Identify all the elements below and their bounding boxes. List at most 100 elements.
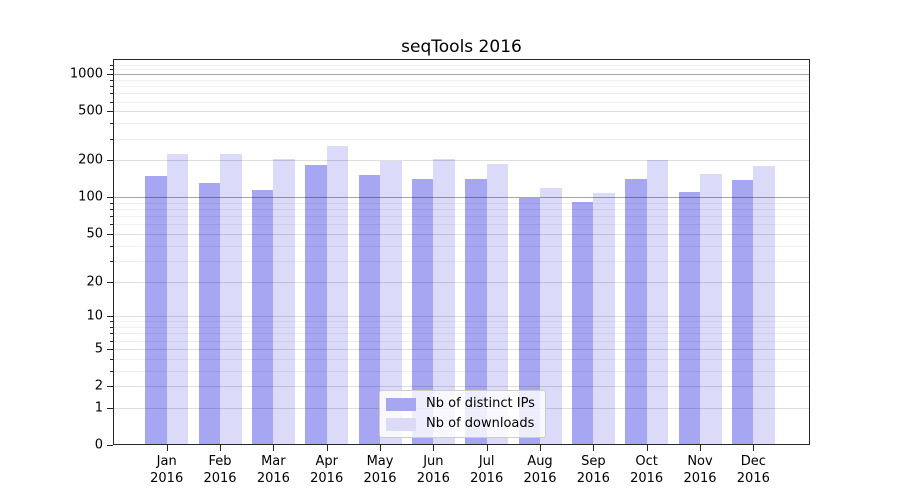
y-axis-tick xyxy=(107,197,113,199)
gridline xyxy=(113,340,810,342)
gridline xyxy=(113,123,810,125)
bar-distinct-ips xyxy=(251,189,274,445)
gridline xyxy=(113,69,810,71)
y-axis-tick-label: 50 xyxy=(86,226,103,242)
bar-downloads xyxy=(540,188,562,445)
chart-title: seqTools 2016 xyxy=(401,37,522,57)
y-axis-minor-tick xyxy=(110,245,113,247)
y-axis-minor-tick xyxy=(110,93,113,95)
x-axis-tick xyxy=(646,445,648,451)
bar-downloads xyxy=(220,154,242,445)
gridline xyxy=(113,74,810,76)
bar-downloads xyxy=(593,192,615,445)
y-axis-minor-tick xyxy=(110,86,113,88)
x-axis-tick xyxy=(433,445,435,451)
y-axis-minor-tick xyxy=(110,123,113,125)
bar-distinct-ips xyxy=(571,201,594,445)
y-axis-minor-tick xyxy=(110,321,113,323)
gridline xyxy=(113,321,810,323)
y-axis-minor-tick xyxy=(110,260,113,262)
bar-distinct-ips xyxy=(625,178,647,445)
bar-distinct-ips xyxy=(731,180,754,445)
gridline xyxy=(113,111,810,113)
bar-distinct-ips xyxy=(465,178,487,445)
x-axis-tick-label: Oct 2016 xyxy=(630,454,664,486)
x-axis-tick-label: Sep 2016 xyxy=(576,454,610,486)
gridline xyxy=(113,138,810,140)
legend-item-distinct-ips: Nb of distinct IPs xyxy=(386,396,535,412)
bar-downloads xyxy=(700,174,722,445)
gridline xyxy=(113,209,810,211)
gridline xyxy=(113,234,810,236)
x-axis-tick-label: Apr 2016 xyxy=(310,454,344,486)
y-axis-minor-tick xyxy=(110,224,113,226)
y-axis-minor-tick xyxy=(110,370,113,372)
gridline xyxy=(113,197,810,199)
y-axis-minor-tick xyxy=(110,79,113,81)
x-axis-tick-label: Jun 2016 xyxy=(416,454,450,486)
gridline xyxy=(113,260,810,262)
gridline xyxy=(113,93,810,95)
gridline xyxy=(113,348,810,350)
bar-downloads xyxy=(486,163,509,445)
gridline xyxy=(113,386,810,388)
x-axis-tick xyxy=(486,445,488,451)
bar-downloads xyxy=(380,161,402,445)
bar-downloads xyxy=(753,166,775,445)
x-axis-tick xyxy=(540,445,541,451)
y-axis-tick xyxy=(107,111,113,113)
y-axis-minor-tick xyxy=(110,358,113,360)
gridline xyxy=(113,224,810,226)
gridline xyxy=(113,245,810,247)
y-axis-tick-label: 100 xyxy=(78,189,103,205)
x-axis-tick xyxy=(700,445,701,451)
bar-distinct-ips xyxy=(678,192,700,445)
y-axis-tick xyxy=(107,386,113,388)
y-axis-minor-tick xyxy=(110,101,113,103)
gridline xyxy=(113,160,810,162)
gridline xyxy=(113,202,810,204)
x-axis-tick xyxy=(273,445,275,451)
bar-downloads xyxy=(166,154,189,445)
x-axis-tick-label: Jul 2016 xyxy=(470,454,504,486)
x-axis-tick-label: Nov 2016 xyxy=(683,454,717,486)
legend-swatch-distinct-ips xyxy=(386,397,416,411)
y-axis-minor-tick xyxy=(110,138,113,140)
gridline xyxy=(113,216,810,218)
y-axis-tick-label: 10 xyxy=(86,308,103,324)
gridline xyxy=(113,316,810,318)
y-axis-minor-tick xyxy=(110,340,113,342)
y-axis-minor-tick xyxy=(110,202,113,204)
y-axis-minor-tick xyxy=(110,209,113,211)
x-axis-tick-label: Feb 2016 xyxy=(203,454,237,486)
x-axis-tick xyxy=(220,445,222,451)
y-axis-minor-tick xyxy=(110,64,113,66)
gridline xyxy=(113,370,810,372)
y-axis-minor-tick xyxy=(110,216,113,218)
y-axis-tick-label: 1 xyxy=(94,400,103,416)
y-axis-tick xyxy=(107,160,113,162)
bar-distinct-ips xyxy=(358,175,381,445)
bar-downloads xyxy=(273,158,295,445)
x-axis-tick-label: Jan 2016 xyxy=(150,454,184,486)
legend-label-distinct-ips: Nb of distinct IPs xyxy=(426,396,535,411)
y-axis-tick-label: 20 xyxy=(86,274,103,290)
gridline xyxy=(113,79,810,81)
x-axis-tick xyxy=(753,445,755,451)
x-axis-tick xyxy=(593,445,595,451)
y-axis-tick xyxy=(107,407,113,409)
gridline xyxy=(113,333,810,335)
y-axis-tick xyxy=(107,445,113,446)
y-axis-tick xyxy=(107,74,113,76)
x-axis-tick-label: Mar 2016 xyxy=(256,454,290,486)
x-axis-tick-label: Dec 2016 xyxy=(736,454,770,486)
gridline xyxy=(113,281,810,283)
plot-area: Nb of distinct IPs Nb of downloads xyxy=(113,59,810,445)
bar-distinct-ips xyxy=(305,164,327,445)
gridline xyxy=(113,327,810,329)
bar-downloads xyxy=(326,146,349,445)
legend: Nb of distinct IPs Nb of downloads xyxy=(379,390,546,438)
bar-downloads xyxy=(433,158,455,445)
y-axis-tick-label: 500 xyxy=(78,103,103,119)
bars-layer xyxy=(113,59,810,445)
